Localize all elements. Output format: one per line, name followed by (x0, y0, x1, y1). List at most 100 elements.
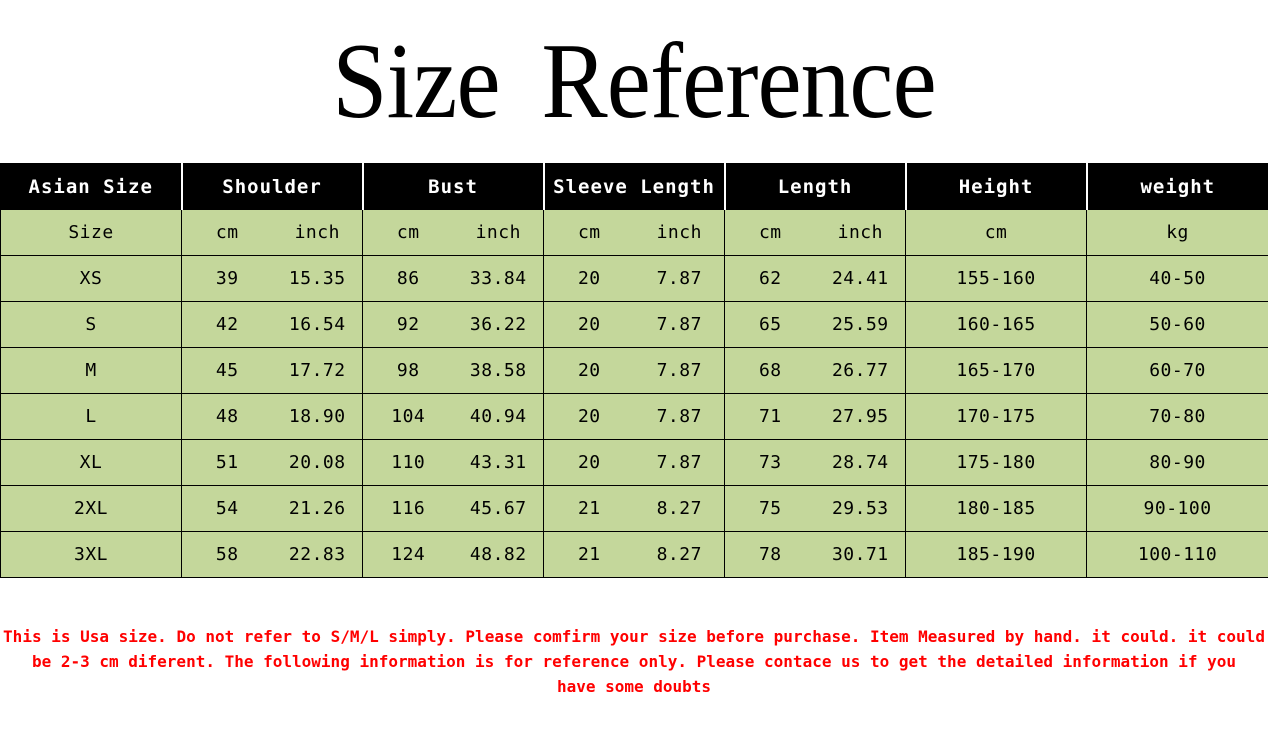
measurement-cell: 160-165 (905, 301, 1088, 348)
measurement-cell: 45.67 (453, 485, 545, 532)
unit-row: Size cm inch cm inch cm inch cm inch cm … (0, 209, 1268, 256)
measurement-cell: 43.31 (453, 439, 545, 486)
unit-cell: inch (272, 209, 364, 256)
measurement-cell: 20 (543, 393, 635, 440)
measurement-cell: 20 (543, 301, 635, 348)
measurement-cell: 8.27 (634, 531, 726, 578)
measurement-cell: 21 (543, 485, 635, 532)
table-row-3xl: 3XL 58 22.83 124 48.82 21 8.27 78 30.71 … (0, 531, 1268, 578)
table-row-xs: XS 39 15.35 86 33.84 20 7.87 62 24.41 15… (0, 255, 1268, 302)
note-line: have some doubts (556, 677, 712, 696)
size-label-cell: S (0, 301, 182, 348)
disclaimer-note: This is Usa size. Do not refer to S/M/L … (0, 624, 1268, 699)
title-area: Size Reference (0, 0, 1268, 163)
measurement-cell: 45 (181, 347, 273, 394)
measurement-cell: 20 (543, 347, 635, 394)
measurement-cell: 40-50 (1086, 255, 1268, 302)
measurement-cell: 7.87 (634, 301, 726, 348)
measurement-cell: 54 (181, 485, 273, 532)
unit-cell: cm (181, 209, 273, 256)
col-bust: Bust (361, 163, 545, 210)
measurement-cell: 38.58 (453, 347, 545, 394)
col-height: Height (904, 163, 1088, 210)
measurement-cell: 28.74 (815, 439, 907, 486)
measurement-cell: 7.87 (634, 347, 726, 394)
col-sleeve-length: Sleeve Length (542, 163, 726, 210)
measurement-cell: 7.87 (634, 393, 726, 440)
measurement-cell: 40.94 (453, 393, 545, 440)
measurement-cell: 15.35 (272, 255, 364, 302)
measurement-cell: 30.71 (815, 531, 907, 578)
unit-cell: cm (724, 209, 816, 256)
measurement-cell: 86 (362, 255, 454, 302)
header-row: Asian Size Shoulder Bust Sleeve Length L… (0, 163, 1268, 210)
measurement-cell: 155-160 (905, 255, 1088, 302)
measurement-cell: 80-90 (1086, 439, 1268, 486)
measurement-cell: 21 (543, 531, 635, 578)
col-shoulder: Shoulder (180, 163, 364, 210)
measurement-cell: 36.22 (453, 301, 545, 348)
measurement-cell: 100-110 (1086, 531, 1268, 578)
measurement-cell: 33.84 (453, 255, 545, 302)
measurement-cell: 39 (181, 255, 273, 302)
measurement-cell: 73 (724, 439, 816, 486)
size-label-cell: L (0, 393, 182, 440)
measurement-cell: 124 (362, 531, 454, 578)
measurement-cell: 70-80 (1086, 393, 1268, 440)
unit-cell: inch (634, 209, 726, 256)
size-label-cell: XL (0, 439, 182, 486)
measurement-cell: 90-100 (1086, 485, 1268, 532)
measurement-cell: 42 (181, 301, 273, 348)
measurement-cell: 60-70 (1086, 347, 1268, 394)
measurement-cell: 17.72 (272, 347, 364, 394)
measurement-cell: 51 (181, 439, 273, 486)
size-label-cell: 3XL (0, 531, 182, 578)
measurement-cell: 75 (724, 485, 816, 532)
measurement-cell: 98 (362, 347, 454, 394)
measurement-cell: 170-175 (905, 393, 1088, 440)
measurement-cell: 18.90 (272, 393, 364, 440)
measurement-cell: 21.26 (272, 485, 364, 532)
page-title: Size Reference (332, 21, 936, 141)
measurement-cell: 92 (362, 301, 454, 348)
measurement-cell: 16.54 (272, 301, 364, 348)
measurement-cell: 71 (724, 393, 816, 440)
measurement-cell: 62 (724, 255, 816, 302)
table-row-xl: XL 51 20.08 110 43.31 20 7.87 73 28.74 1… (0, 439, 1268, 486)
measurement-cell: 22.83 (272, 531, 364, 578)
measurement-cell: 65 (724, 301, 816, 348)
note-line: be 2-3 cm diferent. The following inform… (31, 652, 1237, 671)
measurement-cell: 25.59 (815, 301, 907, 348)
measurement-cell: 48.82 (453, 531, 545, 578)
unit-cell: inch (815, 209, 907, 256)
unit-cell: Size (0, 209, 182, 256)
size-label-cell: XS (0, 255, 182, 302)
table-row-m: M 45 17.72 98 38.58 20 7.87 68 26.77 165… (0, 347, 1268, 394)
size-label-cell: 2XL (0, 485, 182, 532)
measurement-cell: 58 (181, 531, 273, 578)
unit-cell: cm (905, 209, 1088, 256)
measurement-cell: 20.08 (272, 439, 364, 486)
col-asian-size: Asian Size (0, 163, 183, 210)
measurement-cell: 110 (362, 439, 454, 486)
measurement-cell: 26.77 (815, 347, 907, 394)
measurement-cell: 68 (724, 347, 816, 394)
size-label-cell: M (0, 347, 182, 394)
col-length: Length (723, 163, 907, 210)
measurement-cell: 180-185 (905, 485, 1088, 532)
unit-cell: cm (543, 209, 635, 256)
note-line: This is Usa size. Do not refer to S/M/L … (3, 627, 1265, 646)
measurement-cell: 165-170 (905, 347, 1088, 394)
table-row-l: L 48 18.90 104 40.94 20 7.87 71 27.95 17… (0, 393, 1268, 440)
unit-cell: cm (362, 209, 454, 256)
measurement-cell: 7.87 (634, 255, 726, 302)
measurement-cell: 50-60 (1086, 301, 1268, 348)
measurement-cell: 78 (724, 531, 816, 578)
measurement-cell: 104 (362, 393, 454, 440)
unit-cell: kg (1086, 209, 1268, 256)
measurement-cell: 29.53 (815, 485, 907, 532)
size-table: Asian Size Shoulder Bust Sleeve Length L… (0, 163, 1268, 578)
measurement-cell: 116 (362, 485, 454, 532)
measurement-cell: 24.41 (815, 255, 907, 302)
col-weight: weight (1085, 163, 1268, 210)
